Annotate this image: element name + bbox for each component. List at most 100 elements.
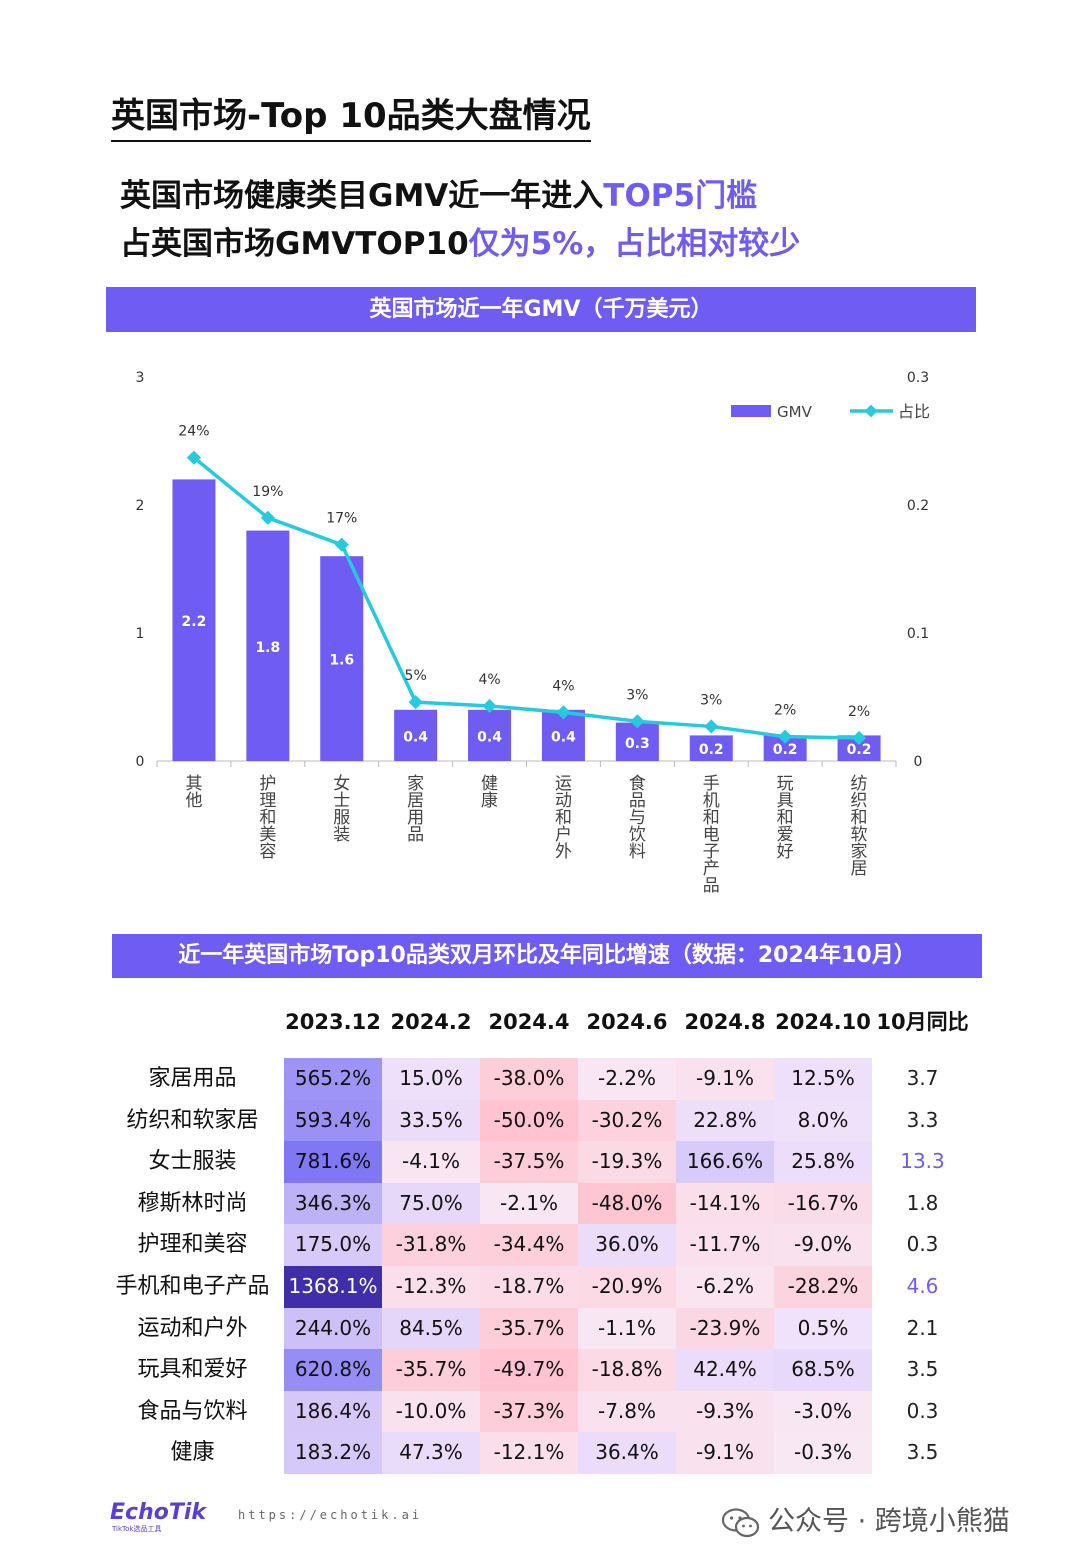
table-cell: 1368.1% — [284, 1266, 382, 1308]
share-line — [192, 456, 860, 740]
table-cell: -0.3% — [774, 1432, 872, 1474]
gmv-bar-label: 0.2 — [699, 742, 724, 758]
y-left-tick-label: 2 — [136, 498, 145, 514]
legend-gmv-swatch — [731, 405, 771, 417]
category-label: 纺织和软家居 — [851, 774, 868, 879]
share-point-label: 4% — [478, 672, 500, 688]
gmv-bar — [320, 556, 364, 761]
share-point-label: 19% — [252, 484, 283, 500]
table-cell: 186.4% — [284, 1390, 382, 1433]
category-label: 运动和户外 — [555, 774, 572, 862]
table-cell: 25.8% — [774, 1141, 872, 1183]
table-cell: -7.8% — [578, 1390, 676, 1433]
yoy-cell: 0.3 — [906, 1232, 939, 1257]
category-label: 食品与饮料 — [629, 774, 646, 862]
category-label: 手机和电子产品 — [703, 774, 720, 896]
yoy-cell: 0.3 — [906, 1398, 939, 1423]
wechat-account: 公众号 · 跨境小熊猫 — [722, 1499, 1010, 1538]
share-point-label: 3% — [700, 692, 722, 708]
gmv-bar-label: 1.8 — [255, 640, 280, 656]
table-cell: 15.0% — [382, 1058, 480, 1100]
share-point-label: 5% — [405, 668, 427, 684]
table-cell: -9.1% — [676, 1432, 774, 1474]
table-cell: -4.1% — [382, 1141, 480, 1183]
chart-title-banner: 英国市场近一年GMV（千万美元） — [106, 287, 976, 332]
column-header: 2024.4 — [488, 1010, 570, 1034]
table-cell: 593.4% — [284, 1099, 382, 1142]
gmv-bar — [615, 722, 659, 761]
y-right-tick-label: 0.3 — [907, 370, 929, 386]
row-label-category: 穆斯林时尚 — [137, 1190, 248, 1216]
category-label: 玩具和爱好 — [777, 774, 794, 862]
y-left-tick-label: 0 — [136, 754, 145, 770]
category-label: 其他 — [185, 774, 202, 811]
legend-share-marker — [864, 404, 878, 418]
share-point — [334, 537, 349, 552]
headline-2-text: 占英国市场GMVTOP10 — [120, 226, 469, 262]
share-point — [408, 695, 423, 710]
gmv-combo-chart: 0 1 2 3 0 0.1 0.2 0.3 2.2 1.8 1.6 0.4 0.4 0.4 0.3 0.2 0.… — [136, 370, 930, 896]
table-cell: 68.5% — [774, 1349, 872, 1391]
table-cell: 0.5% — [774, 1307, 872, 1350]
headline-1-text: 英国市场健康类目GMV近一年进入 — [120, 178, 604, 214]
column-header: 2023.12 — [285, 1010, 381, 1034]
wechat-account-text: 公众号 · 跨境小熊猫 — [768, 1506, 1010, 1537]
table-cell: -35.7% — [382, 1349, 480, 1391]
table-cell: -6.2% — [676, 1266, 774, 1308]
table-cell: -20.9% — [578, 1266, 676, 1308]
page-title: 英国市场-Top 10品类大盘情况 — [111, 94, 591, 142]
table-cell: -2.2% — [578, 1058, 676, 1100]
share-point-label: 24% — [178, 424, 209, 440]
table-cell: 36.0% — [578, 1224, 676, 1266]
gmv-bar-label: 0.2 — [847, 742, 872, 758]
table-cell: -48.0% — [578, 1182, 676, 1225]
table-cell: -9.3% — [676, 1390, 774, 1433]
column-header: 2024.6 — [586, 1010, 668, 1034]
table-cell: 346.3% — [284, 1182, 382, 1225]
gmv-bar-label: 0.3 — [625, 736, 650, 752]
echotik-logo-sub: TikTok选品工具 — [112, 1525, 162, 1533]
table-cell: -37.3% — [480, 1390, 578, 1433]
gmv-bar-label: 0.4 — [477, 729, 502, 745]
footer-url: https://echotik.ai — [238, 1508, 423, 1522]
table-cell: -49.7% — [480, 1349, 578, 1391]
column-header: 2024.10 — [775, 1010, 871, 1034]
gmv-bar-label: 2.2 — [182, 614, 207, 630]
gmv-bar — [468, 709, 512, 761]
share-point — [260, 510, 275, 525]
gmv-bar — [689, 735, 733, 761]
table-cell: -9.0% — [774, 1224, 872, 1266]
yoy-cell: 2.1 — [906, 1315, 939, 1340]
table-cell: -3.0% — [774, 1390, 872, 1433]
yoy-cell: 13.3 — [900, 1149, 945, 1174]
row-label-category: 运动和户外 — [137, 1315, 248, 1341]
share-point — [556, 705, 571, 720]
table-cell: 42.4% — [676, 1349, 774, 1391]
table-cell: 166.6% — [676, 1141, 774, 1183]
y-left-tick-label: 3 — [136, 370, 145, 386]
share-point-label: 3% — [626, 687, 648, 703]
share-point-label: 17% — [326, 511, 357, 527]
legend-share-label: 占比 — [898, 402, 930, 421]
table-cell: -35.7% — [480, 1307, 578, 1350]
yoy-cell: 3.7 — [906, 1066, 939, 1090]
table-cell: -31.8% — [382, 1224, 480, 1266]
table-cell: -12.3% — [382, 1266, 480, 1308]
share-point-label: 2% — [848, 704, 870, 720]
share-point — [482, 698, 497, 714]
table-cell: -12.1% — [480, 1432, 578, 1474]
column-header: 10月同比 — [876, 1010, 969, 1034]
table-cell: 175.0% — [284, 1224, 382, 1266]
share-point-label: 4% — [552, 678, 574, 694]
table-cell: -10.0% — [382, 1390, 480, 1433]
table-cell: -14.1% — [676, 1182, 774, 1225]
headline-2: 占英国市场GMVTOP10仅为5%，占比相对较少 — [120, 222, 800, 266]
y-right-tick-label: 0.1 — [907, 626, 929, 642]
gmv-bar — [172, 479, 216, 761]
table-cell: -11.7% — [676, 1224, 774, 1266]
table-title-banner: 近一年英国市场Top10品类双月环比及年同比增速（数据：2024年10月） — [112, 934, 982, 978]
gmv-bar — [394, 709, 438, 761]
table-cell: -2.1% — [480, 1182, 578, 1225]
gmv-bar-label: 0.4 — [403, 729, 428, 745]
table-cell: -16.7% — [774, 1182, 872, 1225]
